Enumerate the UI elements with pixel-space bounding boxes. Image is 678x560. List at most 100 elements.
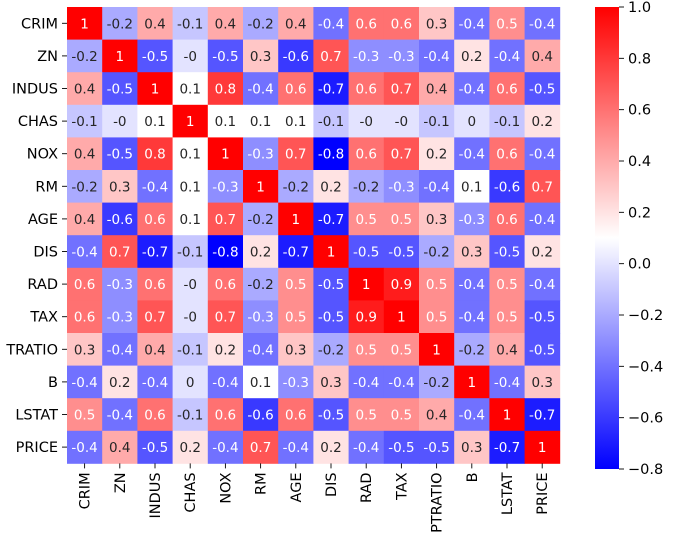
cell-annotation-B-RM: 0.1 <box>250 375 271 391</box>
heatmap-cell-RAD-PTRATIO <box>419 267 455 301</box>
x-tick-label-RM: RM <box>254 472 270 495</box>
cell-annotation-INDUS-RAD: 0.6 <box>355 82 376 98</box>
heatmap-cell-LSTAT-INDUS <box>137 398 173 432</box>
cell-annotation-DIS-RM: 0.2 <box>250 245 271 261</box>
heatmap-cell-ZN-DIS <box>313 39 349 73</box>
cell-annotation-CRIM-AGE: 0.4 <box>285 16 306 32</box>
cell-annotation-NOX-B: -0.4 <box>459 147 485 163</box>
cell-annotation-ZN-PRICE: 0.4 <box>531 49 552 65</box>
cell-annotation-NOX-RM: -0.3 <box>247 147 273 163</box>
cell-annotation-NOX-RAD: 0.6 <box>355 147 376 163</box>
cell-annotation-TAX-DIS: -0.5 <box>318 310 344 326</box>
heatmap-cell-INDUS-RAD <box>348 72 385 106</box>
cell-annotation-B-ZN: 0.2 <box>109 375 130 391</box>
heatmap-cell-PRICE-LSTAT <box>489 430 525 464</box>
cell-annotation-ZN-INDUS: -0.5 <box>142 49 168 65</box>
heatmap-cell-NOX-DIS <box>313 137 349 171</box>
cell-annotation-CHAS-PTRATIO: -0.1 <box>423 114 449 130</box>
cell-annotation-CHAS-DIS: -0.1 <box>318 114 344 130</box>
cell-annotation-PTRATIO-LSTAT: 0.4 <box>496 342 517 358</box>
cell-annotation-CRIM-TAX: 0.6 <box>391 16 412 32</box>
heatmap-cell-B-B <box>454 365 490 399</box>
cell-annotation-DIS-RAD: -0.5 <box>353 245 379 261</box>
cell-annotation-AGE-DIS: -0.7 <box>318 212 344 228</box>
x-tick-label-RAD: RAD <box>359 472 375 503</box>
cell-annotation-AGE-LSTAT: 0.6 <box>496 212 517 228</box>
heatmap-cell-NOX-B <box>454 137 490 171</box>
heatmap-cell-RM-RAD <box>348 170 385 203</box>
y-tick-label-CRIM: CRIM <box>21 16 58 32</box>
cell-annotation-PTRATIO-PRICE: -0.5 <box>529 342 555 358</box>
heatmap-cell-AGE-ZN <box>102 202 138 236</box>
cell-annotation-CRIM-CHAS: -0.1 <box>177 16 203 32</box>
heatmap-cell-INDUS-TAX <box>383 72 420 106</box>
heatmap-cell-RAD-INDUS <box>137 267 173 301</box>
heatmap-cell-NOX-INDUS <box>137 137 173 171</box>
cell-annotation-LSTAT-TAX: 0.5 <box>391 408 412 424</box>
heatmap-cell-CRIM-RAD <box>348 7 385 40</box>
heatmap-cell-NOX-PTRATIO <box>419 137 455 171</box>
cell-annotation-CRIM-DIS: -0.4 <box>318 16 344 32</box>
heatmap-cell-CRIM-PRICE <box>524 7 561 40</box>
y-tick-label-RAD: RAD <box>27 277 58 293</box>
cell-annotation-PRICE-ZN: 0.4 <box>109 440 130 456</box>
cell-annotation-AGE-PRICE: -0.4 <box>529 212 555 228</box>
cell-annotation-RM-DIS: 0.2 <box>320 179 341 195</box>
heatmap-cell-TAX-CRIM <box>67 300 103 334</box>
x-tick-label-LSTAT: LSTAT <box>500 472 516 515</box>
heatmap-cell-INDUS-ZN <box>102 72 138 106</box>
cell-annotation-NOX-CHAS: 0.1 <box>179 147 200 163</box>
y-tick-label-CHAS: CHAS <box>18 114 58 130</box>
cell-annotation-CHAS-PRICE: 0.2 <box>531 114 552 130</box>
y-tick-label-PTRATIO: TRATIO <box>5 342 58 358</box>
cell-annotation-LSTAT-CHAS: -0.1 <box>177 408 203 424</box>
x-tick-label-AGE: AGE <box>289 472 305 502</box>
heatmap-cell-LSTAT-DIS <box>313 398 349 432</box>
heatmap-cell-AGE-PRICE <box>524 202 561 236</box>
y-axis: CRIM ZN INDUS CHAS NOX RM AGE DIS RAD TAX TRATIO B L… <box>5 16 67 456</box>
heatmap-cell-DIS-PRICE <box>524 235 561 269</box>
heatmap-cell-RAD-CRIM <box>67 267 103 301</box>
cell-annotation-INDUS-PTRATIO: 0.4 <box>426 82 447 98</box>
heatmap-cell-AGE-NOX <box>207 202 244 236</box>
cell-annotation-PRICE-RM: 0.7 <box>250 440 271 456</box>
heatmap-cell-PTRATIO-CHAS <box>172 333 209 366</box>
colorbar-tick-label: 0.0 <box>628 257 651 273</box>
x-tick-label-NOX: NOX <box>218 472 234 503</box>
cell-annotation-LSTAT-NOX: 0.6 <box>215 408 236 424</box>
cell-annotation-CRIM-LSTAT: 0.5 <box>496 16 517 32</box>
colorbar-gradient <box>595 7 619 469</box>
heatmap-cell-CRIM-DIS <box>313 7 349 40</box>
heatmap-cell-CHAS-CHAS <box>172 104 209 138</box>
cell-annotation-INDUS-DIS: -0.7 <box>318 82 344 98</box>
heatmap-cell-CRIM-TAX <box>383 7 420 40</box>
cell-annotation-RM-INDUS: -0.4 <box>142 179 168 195</box>
heatmap-cell-CHAS-PTRATIO <box>419 104 455 138</box>
heatmap-cell-INDUS-INDUS <box>137 72 173 106</box>
cell-annotation-RM-RM: 1 <box>256 179 265 195</box>
heatmap-cell-LSTAT-PTRATIO <box>419 398 455 432</box>
cell-annotation-DIS-ZN: 0.7 <box>109 245 130 261</box>
heatmap-cell-PTRATIO-NOX <box>207 333 244 366</box>
heatmap-cell-CRIM-ZN <box>102 7 138 40</box>
colorbar-tick-label: −0.6 <box>628 411 663 427</box>
heatmap-cell-TAX-ZN <box>102 300 138 334</box>
heatmap-cell-B-ZN <box>102 365 138 399</box>
cell-annotation-RAD-LSTAT: 0.5 <box>496 277 517 293</box>
cell-annotation-INDUS-RM: -0.4 <box>247 82 273 98</box>
x-tick-label-CHAS: CHAS <box>183 472 199 512</box>
cell-annotation-RM-PTRATIO: -0.4 <box>423 179 449 195</box>
cell-annotation-ZN-RM: 0.3 <box>250 49 271 65</box>
cell-annotation-AGE-CRIM: 0.4 <box>74 212 95 228</box>
heatmap-cell-PRICE-ZN <box>102 430 138 464</box>
cell-annotation-PTRATIO-RM: -0.4 <box>247 342 273 358</box>
cell-annotation-LSTAT-INDUS: 0.6 <box>144 408 165 424</box>
heatmap-cell-CHAS-NOX <box>207 104 244 138</box>
heatmap-cell-INDUS-DIS <box>313 72 349 106</box>
heatmap-cell-DIS-AGE <box>278 235 314 269</box>
cell-annotation-RAD-AGE: 0.5 <box>285 277 306 293</box>
cell-annotation-ZN-RAD: -0.3 <box>353 49 379 65</box>
cell-annotation-INDUS-LSTAT: 0.6 <box>496 82 517 98</box>
heatmap-cell-B-CHAS <box>172 365 209 399</box>
heatmap-cell-CHAS-AGE <box>278 104 314 138</box>
